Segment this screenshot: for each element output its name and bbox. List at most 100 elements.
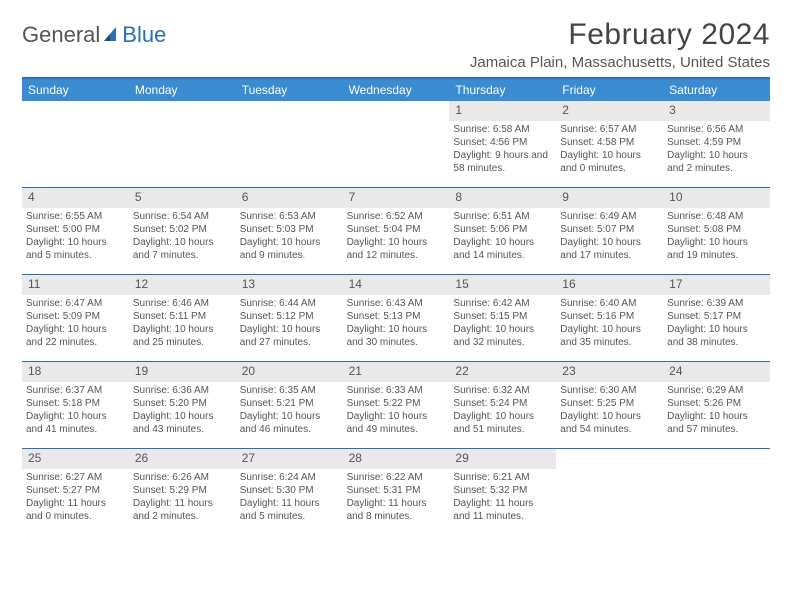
day-number: 28 — [343, 449, 450, 469]
title-block: February 2024 Jamaica Plain, Massachuset… — [470, 18, 770, 71]
day-number: 29 — [449, 449, 556, 469]
day-cell: 23Sunrise: 6:30 AMSunset: 5:25 PMDayligh… — [556, 362, 663, 448]
dow-wednesday: Wednesday — [343, 79, 450, 101]
day-ss: Sunset: 5:04 PM — [347, 223, 446, 236]
logo-text-1: General — [22, 22, 100, 48]
day-body: Sunrise: 6:58 AMSunset: 4:56 PMDaylight:… — [449, 121, 556, 179]
day-dl: Daylight: 11 hours and 11 minutes. — [453, 497, 552, 523]
day-sr: Sunrise: 6:42 AM — [453, 297, 552, 310]
day-cell: 8Sunrise: 6:51 AMSunset: 5:06 PMDaylight… — [449, 188, 556, 274]
day-body: Sunrise: 6:57 AMSunset: 4:58 PMDaylight:… — [556, 121, 663, 179]
day-cell: 3Sunrise: 6:56 AMSunset: 4:59 PMDaylight… — [663, 101, 770, 187]
day-ss: Sunset: 5:08 PM — [667, 223, 766, 236]
dow-thursday: Thursday — [449, 79, 556, 101]
day-sr: Sunrise: 6:21 AM — [453, 471, 552, 484]
day-number: 27 — [236, 449, 343, 469]
day-ss: Sunset: 5:11 PM — [133, 310, 232, 323]
day-number — [236, 101, 343, 105]
day-number: 7 — [343, 188, 450, 208]
day-sr: Sunrise: 6:40 AM — [560, 297, 659, 310]
day-body: Sunrise: 6:37 AMSunset: 5:18 PMDaylight:… — [22, 382, 129, 440]
day-body: Sunrise: 6:54 AMSunset: 5:02 PMDaylight:… — [129, 208, 236, 266]
day-ss: Sunset: 5:15 PM — [453, 310, 552, 323]
day-sr: Sunrise: 6:55 AM — [26, 210, 125, 223]
day-ss: Sunset: 5:09 PM — [26, 310, 125, 323]
day-cell — [129, 101, 236, 187]
day-dl: Daylight: 10 hours and 12 minutes. — [347, 236, 446, 262]
day-body: Sunrise: 6:46 AMSunset: 5:11 PMDaylight:… — [129, 295, 236, 353]
day-ss: Sunset: 5:25 PM — [560, 397, 659, 410]
day-sr: Sunrise: 6:49 AM — [560, 210, 659, 223]
dow-row: Sunday Monday Tuesday Wednesday Thursday… — [22, 79, 770, 101]
day-number: 5 — [129, 188, 236, 208]
day-dl: Daylight: 10 hours and 49 minutes. — [347, 410, 446, 436]
day-cell: 19Sunrise: 6:36 AMSunset: 5:20 PMDayligh… — [129, 362, 236, 448]
day-dl: Daylight: 10 hours and 54 minutes. — [560, 410, 659, 436]
day-cell: 15Sunrise: 6:42 AMSunset: 5:15 PMDayligh… — [449, 275, 556, 361]
day-ss: Sunset: 5:00 PM — [26, 223, 125, 236]
day-sr: Sunrise: 6:57 AM — [560, 123, 659, 136]
day-number: 19 — [129, 362, 236, 382]
day-sr: Sunrise: 6:46 AM — [133, 297, 232, 310]
day-dl: Daylight: 10 hours and 14 minutes. — [453, 236, 552, 262]
day-sr: Sunrise: 6:36 AM — [133, 384, 232, 397]
day-sr: Sunrise: 6:35 AM — [240, 384, 339, 397]
day-cell: 16Sunrise: 6:40 AMSunset: 5:16 PMDayligh… — [556, 275, 663, 361]
day-cell: 29Sunrise: 6:21 AMSunset: 5:32 PMDayligh… — [449, 449, 556, 535]
day-cell: 2Sunrise: 6:57 AMSunset: 4:58 PMDaylight… — [556, 101, 663, 187]
day-cell: 5Sunrise: 6:54 AMSunset: 5:02 PMDaylight… — [129, 188, 236, 274]
day-ss: Sunset: 5:02 PM — [133, 223, 232, 236]
day-number: 26 — [129, 449, 236, 469]
day-body: Sunrise: 6:21 AMSunset: 5:32 PMDaylight:… — [449, 469, 556, 527]
day-number: 1 — [449, 101, 556, 121]
day-body: Sunrise: 6:55 AMSunset: 5:00 PMDaylight:… — [22, 208, 129, 266]
day-cell: 9Sunrise: 6:49 AMSunset: 5:07 PMDaylight… — [556, 188, 663, 274]
day-ss: Sunset: 4:59 PM — [667, 136, 766, 149]
day-dl: Daylight: 10 hours and 41 minutes. — [26, 410, 125, 436]
day-cell: 20Sunrise: 6:35 AMSunset: 5:21 PMDayligh… — [236, 362, 343, 448]
day-body: Sunrise: 6:51 AMSunset: 5:06 PMDaylight:… — [449, 208, 556, 266]
day-number: 6 — [236, 188, 343, 208]
day-body: Sunrise: 6:33 AMSunset: 5:22 PMDaylight:… — [343, 382, 450, 440]
day-dl: Daylight: 10 hours and 35 minutes. — [560, 323, 659, 349]
day-cell: 25Sunrise: 6:27 AMSunset: 5:27 PMDayligh… — [22, 449, 129, 535]
day-number: 20 — [236, 362, 343, 382]
day-sr: Sunrise: 6:56 AM — [667, 123, 766, 136]
day-sr: Sunrise: 6:29 AM — [667, 384, 766, 397]
day-cell: 22Sunrise: 6:32 AMSunset: 5:24 PMDayligh… — [449, 362, 556, 448]
day-sr: Sunrise: 6:30 AM — [560, 384, 659, 397]
day-cell — [343, 101, 450, 187]
day-ss: Sunset: 5:24 PM — [453, 397, 552, 410]
day-sr: Sunrise: 6:44 AM — [240, 297, 339, 310]
day-number: 17 — [663, 275, 770, 295]
day-dl: Daylight: 10 hours and 19 minutes. — [667, 236, 766, 262]
day-ss: Sunset: 5:17 PM — [667, 310, 766, 323]
day-dl: Daylight: 10 hours and 46 minutes. — [240, 410, 339, 436]
day-dl: Daylight: 10 hours and 43 minutes. — [133, 410, 232, 436]
day-number: 21 — [343, 362, 450, 382]
day-dl: Daylight: 10 hours and 0 minutes. — [560, 149, 659, 175]
day-sr: Sunrise: 6:43 AM — [347, 297, 446, 310]
day-ss: Sunset: 4:56 PM — [453, 136, 552, 149]
day-number: 8 — [449, 188, 556, 208]
day-number: 11 — [22, 275, 129, 295]
day-dl: Daylight: 11 hours and 5 minutes. — [240, 497, 339, 523]
week-row: 25Sunrise: 6:27 AMSunset: 5:27 PMDayligh… — [22, 448, 770, 535]
day-cell — [236, 101, 343, 187]
day-body: Sunrise: 6:35 AMSunset: 5:21 PMDaylight:… — [236, 382, 343, 440]
day-cell — [663, 449, 770, 535]
day-cell: 27Sunrise: 6:24 AMSunset: 5:30 PMDayligh… — [236, 449, 343, 535]
day-number: 13 — [236, 275, 343, 295]
day-ss: Sunset: 5:03 PM — [240, 223, 339, 236]
day-number: 14 — [343, 275, 450, 295]
day-cell: 4Sunrise: 6:55 AMSunset: 5:00 PMDaylight… — [22, 188, 129, 274]
day-sr: Sunrise: 6:52 AM — [347, 210, 446, 223]
day-body: Sunrise: 6:43 AMSunset: 5:13 PMDaylight:… — [343, 295, 450, 353]
dow-saturday: Saturday — [663, 79, 770, 101]
day-number: 25 — [22, 449, 129, 469]
day-cell: 14Sunrise: 6:43 AMSunset: 5:13 PMDayligh… — [343, 275, 450, 361]
day-ss: Sunset: 5:13 PM — [347, 310, 446, 323]
day-body: Sunrise: 6:56 AMSunset: 4:59 PMDaylight:… — [663, 121, 770, 179]
header: General Blue February 2024 Jamaica Plain… — [22, 18, 770, 71]
day-body: Sunrise: 6:52 AMSunset: 5:04 PMDaylight:… — [343, 208, 450, 266]
